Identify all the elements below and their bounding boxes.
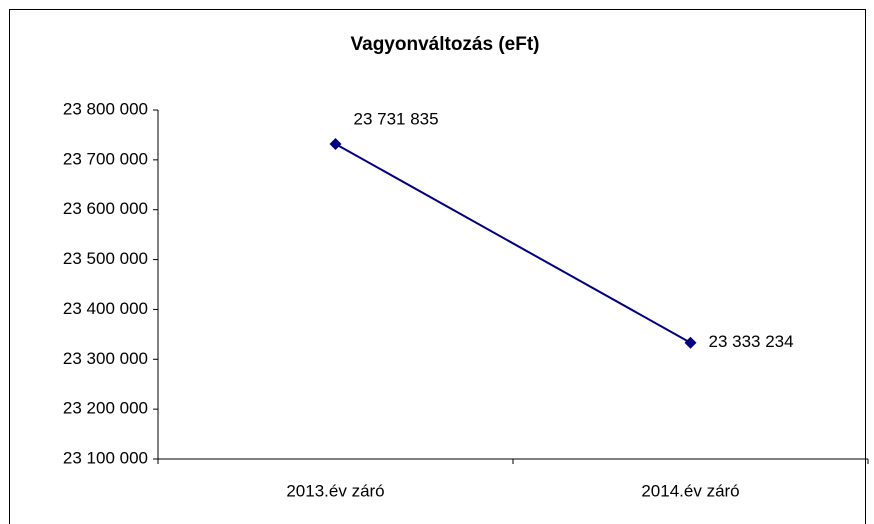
chart-title: Vagyonváltozás (eFt): [351, 34, 540, 55]
x-tick-label: 2013.év záró: [286, 481, 384, 500]
data-label: 23 731 835: [354, 109, 439, 128]
chart-frame: [9, 9, 866, 524]
y-tick-label: 23 200 000: [63, 399, 148, 418]
data-label: 23 333 234: [709, 332, 794, 351]
y-tick-label: 23 300 000: [63, 349, 148, 368]
y-tick-label: 23 500 000: [63, 249, 148, 268]
y-tick-label: 23 600 000: [63, 199, 148, 218]
marker: [684, 336, 697, 349]
y-tick-label: 23 800 000: [63, 99, 148, 118]
series-line: [335, 143, 691, 344]
x-tick-label: 2014.év záró: [641, 481, 739, 500]
y-tick-label: 23 400 000: [63, 299, 148, 318]
y-tick-label: 23 100 000: [63, 448, 148, 467]
marker: [329, 137, 342, 150]
y-tick-label: 23 700 000: [63, 149, 148, 168]
